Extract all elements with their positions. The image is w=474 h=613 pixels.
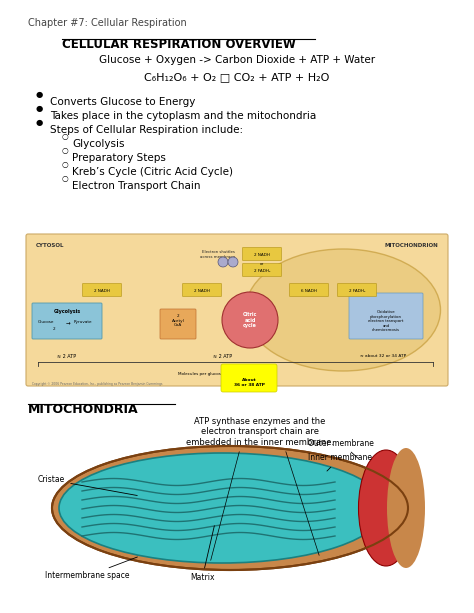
Text: C₆H₁₂O₆ + O₂ □ CO₂ + ATP + H₂O: C₆H₁₂O₆ + O₂ □ CO₂ + ATP + H₂O — [144, 72, 330, 82]
Text: →: → — [66, 320, 71, 325]
Text: ○: ○ — [62, 132, 69, 140]
Ellipse shape — [358, 450, 413, 566]
FancyBboxPatch shape — [290, 283, 328, 297]
Text: Oxidative
phosphorylation
electron transport
and
chemiosmosis: Oxidative phosphorylation electron trans… — [368, 310, 404, 332]
Text: ATP synthase enzymes and the
electron transport chain are
embedded in the inner : ATP synthase enzymes and the electron tr… — [186, 417, 334, 447]
Text: ○: ○ — [62, 145, 69, 154]
Ellipse shape — [387, 448, 425, 568]
Text: Electron shuttles
across membrane: Electron shuttles across membrane — [201, 250, 236, 259]
Text: ○: ○ — [62, 173, 69, 183]
Circle shape — [228, 257, 238, 267]
FancyBboxPatch shape — [243, 264, 282, 276]
Text: ●: ● — [36, 89, 43, 99]
FancyBboxPatch shape — [82, 283, 121, 297]
Text: 2 FADH₂: 2 FADH₂ — [349, 289, 365, 293]
Text: Steps of Cellular Respiration include:: Steps of Cellular Respiration include: — [50, 125, 243, 135]
Ellipse shape — [246, 249, 440, 371]
Ellipse shape — [52, 446, 408, 570]
Text: Chapter #7: Cellular Respiration: Chapter #7: Cellular Respiration — [28, 18, 187, 28]
FancyBboxPatch shape — [221, 364, 277, 392]
Text: ≈ 2 ATP: ≈ 2 ATP — [57, 354, 77, 359]
Ellipse shape — [59, 453, 385, 563]
Text: Intermembrane space: Intermembrane space — [45, 557, 137, 581]
FancyBboxPatch shape — [160, 309, 196, 339]
Text: ●: ● — [36, 104, 43, 113]
FancyBboxPatch shape — [32, 303, 102, 339]
Text: Glucose + Oxygen -> Carbon Dioxide + ATP + Water: Glucose + Oxygen -> Carbon Dioxide + ATP… — [99, 55, 375, 65]
Text: 2 FADH₂: 2 FADH₂ — [254, 269, 270, 273]
Text: ≈ about 32 or 34 ATP: ≈ about 32 or 34 ATP — [360, 354, 406, 358]
Text: Inner membrane: Inner membrane — [308, 454, 372, 471]
Text: 2 NADH: 2 NADH — [194, 289, 210, 293]
Text: 6 NADH: 6 NADH — [301, 289, 317, 293]
Text: Molecules per glucose:: Molecules per glucose: — [178, 372, 225, 376]
FancyBboxPatch shape — [337, 283, 376, 297]
Text: Electron Transport Chain: Electron Transport Chain — [72, 181, 201, 191]
Text: Outer membrane: Outer membrane — [308, 438, 374, 458]
Text: MITOCHONDRIA: MITOCHONDRIA — [28, 403, 138, 416]
Text: Cristae: Cristae — [38, 476, 137, 495]
FancyBboxPatch shape — [243, 248, 282, 261]
Text: ○: ○ — [62, 159, 69, 169]
Text: Converts Glucose to Energy: Converts Glucose to Energy — [50, 97, 195, 107]
Text: MITOCHONDRION: MITOCHONDRION — [384, 243, 438, 248]
Text: ●: ● — [36, 118, 43, 126]
Circle shape — [218, 257, 228, 267]
Text: Matrix: Matrix — [190, 526, 215, 582]
Text: ≈ 2 ATP: ≈ 2 ATP — [213, 354, 233, 359]
Text: 2
Acetyl
CoA: 2 Acetyl CoA — [172, 314, 184, 327]
Text: Takes place in the cytoplasm and the mitochondria: Takes place in the cytoplasm and the mit… — [50, 111, 316, 121]
Text: 2: 2 — [53, 327, 55, 331]
Text: Copyright © 2006 Pearson Education, Inc., publishing as Pearson Benjamin Cumming: Copyright © 2006 Pearson Education, Inc.… — [32, 382, 163, 386]
Text: CYTOSOL: CYTOSOL — [36, 243, 64, 248]
Text: 2 NADH: 2 NADH — [94, 289, 110, 293]
Text: Glycolysis: Glycolysis — [72, 139, 125, 149]
Text: Citric
acid
cycle: Citric acid cycle — [243, 311, 257, 329]
Text: Preparatory Steps: Preparatory Steps — [72, 153, 166, 163]
Text: Kreb’s Cycle (Citric Acid Cycle): Kreb’s Cycle (Citric Acid Cycle) — [72, 167, 233, 177]
Text: or: or — [260, 262, 264, 266]
Circle shape — [222, 292, 278, 348]
FancyBboxPatch shape — [26, 234, 448, 386]
FancyBboxPatch shape — [182, 283, 221, 297]
FancyBboxPatch shape — [349, 293, 423, 339]
Text: Glycolysis: Glycolysis — [54, 309, 81, 314]
Text: CELLULAR RESPIRATION OVERVIEW: CELLULAR RESPIRATION OVERVIEW — [62, 38, 296, 51]
Text: 2 NADH: 2 NADH — [254, 253, 270, 257]
Text: Pyruvate: Pyruvate — [74, 320, 92, 324]
Text: Glucose: Glucose — [38, 320, 55, 324]
Text: About
36 or 38 ATP: About 36 or 38 ATP — [234, 378, 264, 387]
